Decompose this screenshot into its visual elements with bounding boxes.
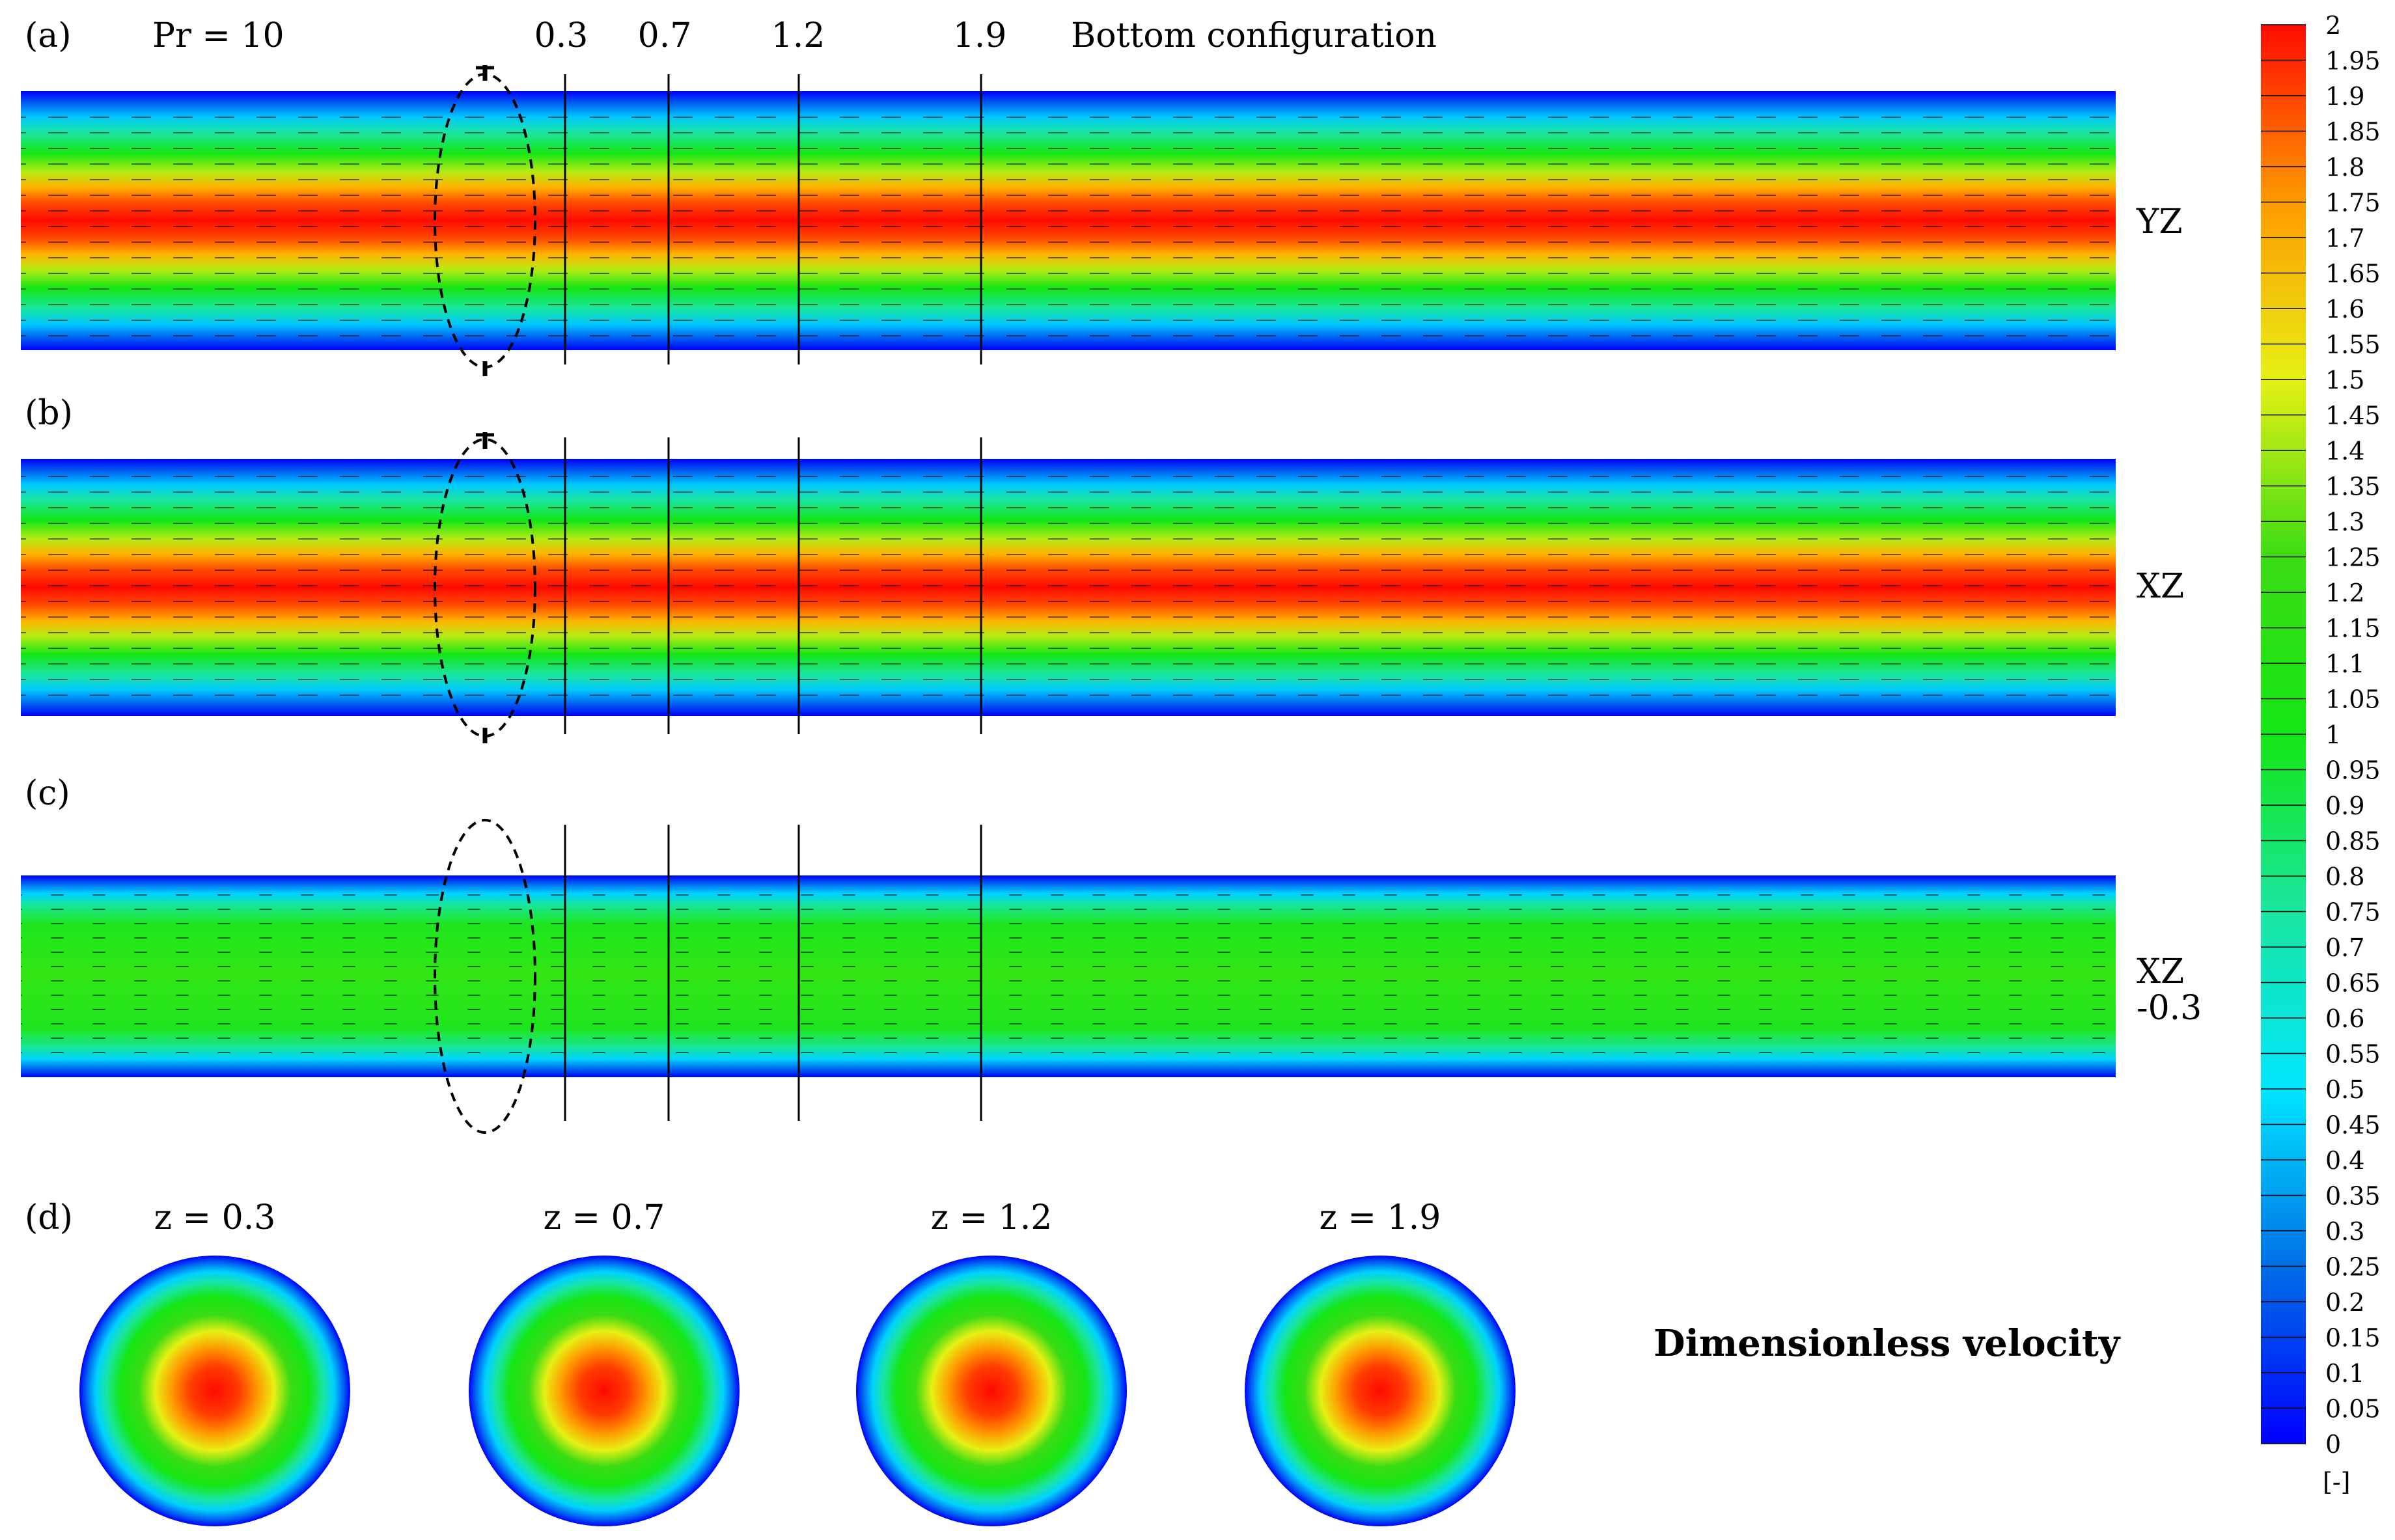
cross-section-z-0-3 xyxy=(79,1256,350,1526)
velocity-vectors xyxy=(21,892,2116,1064)
cross-sections: z = 0.3 z = 0.7 z = 1.2 z = 1.9 xyxy=(79,1198,1516,1526)
panel-label-a: (a) xyxy=(25,16,72,55)
velocity-vectors xyxy=(21,472,2116,704)
plane-label-yz: YZ xyxy=(2136,202,2182,241)
colorbar-tick-label: 1.3 xyxy=(2325,508,2364,536)
colorbar-unit: [-] xyxy=(2323,1468,2351,1496)
colorbar-tick-label: 1.75 xyxy=(2325,189,2381,217)
colorbar-tick-label: 1.5 xyxy=(2325,366,2364,394)
panel-a-velocity-plot: YZ xyxy=(21,65,2182,376)
colorbar-tick-label: 1.95 xyxy=(2325,47,2381,76)
colorbar-tick-label: 0.1 xyxy=(2325,1359,2364,1388)
colorbar-tick-label: 1.25 xyxy=(2325,543,2381,572)
colorbar-tick-label: 1 xyxy=(2325,721,2341,749)
colorbar-tick-label: 0.2 xyxy=(2325,1288,2364,1317)
colorbar-tick-label: 1.6 xyxy=(2325,295,2364,323)
prandtl-label: Pr = 10 xyxy=(152,16,284,55)
quantity-label: Dimensionless velocity xyxy=(1654,1322,2121,1365)
colorbar-tick-label: 1.35 xyxy=(2325,473,2381,501)
colorbar-tick-label: 0.55 xyxy=(2325,1040,2381,1069)
colorbar-tick-label: 0.9 xyxy=(2325,791,2364,820)
colorbar-tick-label: 0.45 xyxy=(2325,1111,2381,1140)
section-marker-label: 0.7 xyxy=(638,16,692,55)
colorbar-tick-label: 1.65 xyxy=(2325,260,2381,288)
inlet-marker xyxy=(476,65,494,376)
colorbar-tick-label: 0 xyxy=(2325,1430,2341,1459)
cross-section-z-0-7 xyxy=(469,1256,740,1526)
colorbar-tick-label: 1.1 xyxy=(2325,650,2364,678)
colorbar-tick-label: 0.65 xyxy=(2325,969,2381,998)
section-marker-label: 1.9 xyxy=(953,16,1007,55)
colorbar-tick-label: 0.5 xyxy=(2325,1075,2364,1104)
velocity-vectors xyxy=(21,104,2116,338)
colorbar-tick-label: 1.05 xyxy=(2325,685,2381,714)
colorbar-tick-label: 0.6 xyxy=(2325,1004,2364,1033)
colorbar-tick-label: 0.95 xyxy=(2325,756,2381,785)
cross-section-label: z = 1.9 xyxy=(1320,1198,1441,1237)
panel-label-c: (c) xyxy=(25,774,70,813)
cross-section-label: z = 0.7 xyxy=(544,1198,665,1237)
cross-section-z-1-9 xyxy=(1245,1256,1516,1526)
colorbar-labels: 2 1.95 1.9 1.85 1.8 1.75 1.7 1.65 1.6 1.55 1.5 1.45… xyxy=(2325,11,2381,1459)
cross-section-label: z = 0.3 xyxy=(154,1198,276,1237)
colorbar-tick-label: 1.7 xyxy=(2325,224,2364,253)
colorbar-tick-label: 1.2 xyxy=(2325,579,2364,607)
plane-label-xz: XZ xyxy=(2137,567,2184,606)
section-marker-label: 0.3 xyxy=(534,16,588,55)
colorbar-tick-label: 0.8 xyxy=(2325,862,2364,891)
plane-label-xz-offset: XZ xyxy=(2137,952,2184,991)
colorbar-tick-label: 1.15 xyxy=(2325,614,2381,643)
colorbar-tick-label: 0.35 xyxy=(2325,1182,2381,1211)
colorbar-tick-label: 1.55 xyxy=(2325,331,2381,359)
section-marker-label: 1.2 xyxy=(771,16,825,55)
plane-label-offset-value: -0.3 xyxy=(2137,989,2202,1028)
colorbar-tick-label: 1.85 xyxy=(2325,118,2381,146)
panel-label-b: (b) xyxy=(25,394,73,433)
colorbar-tick-label: 1.8 xyxy=(2325,153,2364,182)
colorbar-ticks xyxy=(2261,24,2306,1444)
colorbar-tick-label: 1.9 xyxy=(2325,82,2364,111)
colorbar-tick-label: 0.25 xyxy=(2325,1253,2381,1282)
colorbar: 2 1.95 1.9 1.85 1.8 1.75 1.7 1.65 1.6 1.55 1.5 1.45… xyxy=(2261,11,2381,1496)
panel-label-d: (d) xyxy=(25,1198,73,1237)
configuration-title: Bottom configuration xyxy=(1071,16,1437,55)
inlet-region-ellipse xyxy=(434,438,536,737)
colorbar-tick-label: 0.3 xyxy=(2325,1217,2364,1246)
cross-section-label: z = 1.2 xyxy=(931,1198,1053,1237)
panel-c-velocity-plot: XZ -0.3 xyxy=(21,819,2202,1134)
colorbar-tick-label: 0.7 xyxy=(2325,933,2364,962)
colorbar-tick-label: 0.4 xyxy=(2325,1146,2364,1175)
inlet-marker xyxy=(476,432,494,743)
cross-section-z-1-2 xyxy=(856,1256,1127,1526)
colorbar-tick-label: 0.05 xyxy=(2325,1395,2381,1423)
colorbar-tick-label: 2 xyxy=(2325,11,2341,40)
inlet-region-ellipse xyxy=(434,819,536,1134)
colorbar-tick-label: 1.45 xyxy=(2325,402,2381,430)
colorbar-tick-label: 0.75 xyxy=(2325,898,2381,927)
panel-b-velocity-plot: XZ xyxy=(21,432,2184,743)
colorbar-tick-label: 0.85 xyxy=(2325,827,2381,856)
colorbar-tick-label: 1.4 xyxy=(2325,437,2364,465)
colorbar-tick-label: 0.15 xyxy=(2325,1324,2381,1353)
